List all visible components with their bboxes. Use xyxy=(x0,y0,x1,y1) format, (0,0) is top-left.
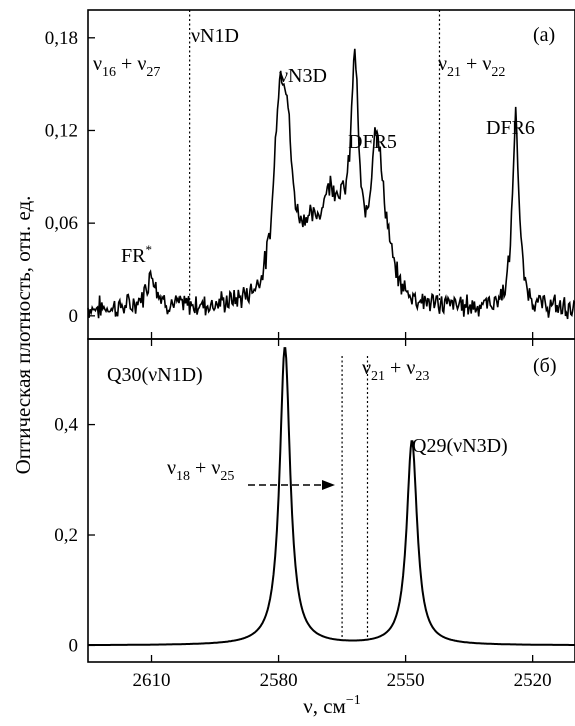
y-tick-label-b-1: 0,2 xyxy=(54,525,78,546)
label-vN1D: νN1D xyxy=(191,25,239,47)
x-tick-label-2: 2550 xyxy=(387,670,425,691)
panel-a-label: (a) xyxy=(533,24,555,46)
y-axis-label: Оптическая плотность, отн. ед. xyxy=(11,196,35,475)
y-tick-label-b-0: 0 xyxy=(69,635,79,656)
label-dfr5: DFR5 xyxy=(348,131,397,153)
panel-b-frame xyxy=(87,338,575,663)
label-q30: Q30(νN1D) xyxy=(107,364,203,386)
y-tick-label-a-1: 0,06 xyxy=(45,213,78,234)
label-v18-v25: ν18 + ν25 xyxy=(167,457,234,484)
combo-arrow-head xyxy=(322,480,335,490)
series-line-panel-a xyxy=(87,48,575,320)
label-dfr6: DFR6 xyxy=(486,117,535,139)
series-line-panel-b xyxy=(88,347,575,646)
panel-b-label: (б) xyxy=(533,355,557,377)
x-axis-label: ν, см−1 xyxy=(303,693,361,718)
y-tick-label-a-3: 0,18 xyxy=(45,28,78,49)
label-q29: Q29(νN3D) xyxy=(412,435,508,457)
y-tick-label-a-2: 0,12 xyxy=(45,120,78,141)
label-v16-v27: ν16 + ν27 xyxy=(93,53,160,80)
x-tick-label-1: 2580 xyxy=(260,670,298,691)
x-tick-label-3: 2520 xyxy=(514,670,552,691)
label-v21-v22: ν21 + ν22 xyxy=(438,53,505,80)
y-tick-label-a-0: 0 xyxy=(69,306,79,327)
y-tick-label-b-2: 0,4 xyxy=(54,415,78,436)
label-fr: FR* xyxy=(121,242,152,267)
x-tick-label-0: 2610 xyxy=(133,670,171,691)
label-v21-v23: ν21 + ν23 xyxy=(362,357,429,384)
label-vN3D: νN3D xyxy=(279,65,327,87)
